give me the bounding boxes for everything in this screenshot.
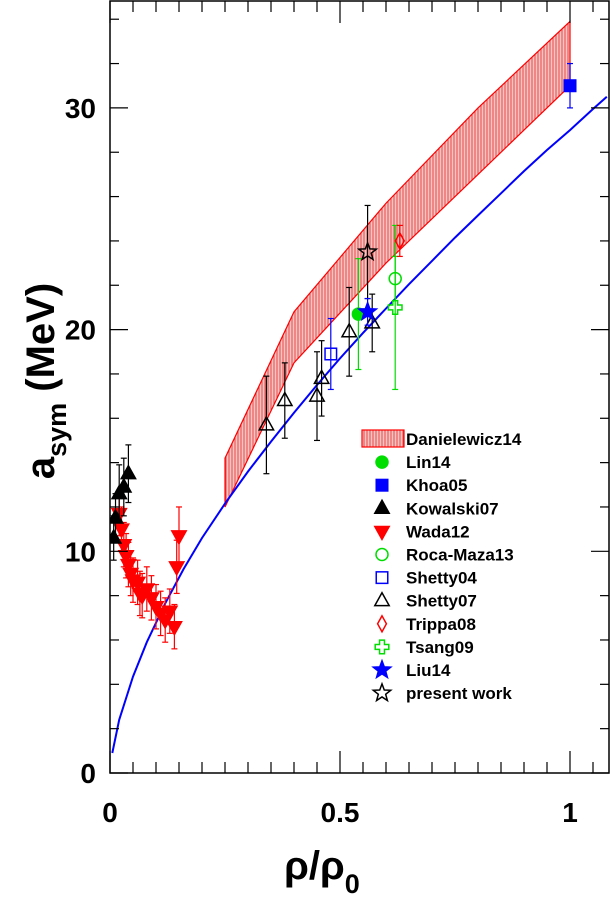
y-tick-label: 30 — [65, 93, 96, 124]
x-axis-title-main: ρ/ρ — [284, 844, 345, 888]
y-tick-label: 10 — [65, 536, 96, 567]
legend-swatch — [361, 429, 405, 448]
data-point — [113, 523, 130, 539]
x-tick-label: 0 — [102, 797, 118, 828]
legend-item: Shetty07 — [373, 591, 477, 611]
legend-label: Roca-Maza13 — [406, 546, 514, 565]
legend-item: Lin14 — [375, 453, 451, 472]
data-point — [138, 583, 156, 599]
data-point — [388, 271, 402, 286]
legend-label: Wada12 — [406, 522, 470, 541]
data-point — [313, 368, 331, 385]
legend-item: Liu14 — [371, 658, 451, 680]
legend-marker — [373, 498, 391, 515]
legend: Danielewicz14 Lin14 Khoa05 Kowalski07 Wada12… — [361, 429, 522, 703]
data-point — [308, 386, 326, 402]
y-tick-label: 0 — [80, 758, 96, 789]
legend-marker — [373, 591, 391, 607]
legend-marker — [371, 681, 393, 703]
series-shetty04 — [324, 317, 338, 391]
data-point — [165, 620, 183, 637]
x-tick-label: 1 — [562, 797, 578, 828]
data-point — [119, 558, 137, 575]
legend-item: Kowalski07 — [373, 498, 499, 518]
legend-marker — [375, 478, 389, 492]
data-point — [387, 299, 403, 315]
x-tick-label: 0.5 — [321, 797, 360, 828]
y-axis-title-units: (MeV) — [19, 283, 63, 403]
legend-label: Trippa08 — [406, 615, 476, 634]
data-point — [340, 322, 358, 338]
data-point — [563, 79, 577, 93]
data-point — [161, 605, 179, 621]
legend-item: Tsang09 — [374, 638, 474, 657]
legend-marker — [371, 658, 393, 680]
legend-label: Shetty04 — [406, 569, 477, 588]
y-axis-title-sub: sym — [42, 403, 72, 457]
legend-item: Roca-Maza13 — [375, 546, 514, 565]
x-axis-title-sub: 0 — [345, 869, 360, 899]
data-point — [257, 415, 275, 431]
legend-item: Trippa08 — [376, 614, 476, 634]
y-axis-title: asym (MeV) — [19, 283, 72, 479]
data-point — [356, 300, 379, 322]
data-point — [356, 240, 379, 262]
series-wada12 — [110, 490, 188, 650]
series-shetty07 — [257, 286, 381, 475]
data-point — [394, 231, 406, 251]
series-khoa05 — [563, 62, 577, 109]
legend-label: present work — [406, 684, 512, 703]
legend-marker — [375, 547, 389, 562]
legend-marker — [376, 614, 388, 634]
legend-item: Shetty04 — [375, 569, 477, 588]
fit-curve — [111, 96, 608, 754]
legend-item: Wada12 — [373, 522, 470, 541]
data-point — [115, 477, 133, 493]
legend-item: present work — [371, 681, 512, 703]
data-point — [119, 464, 137, 480]
data-point — [142, 592, 160, 608]
legend-label: Lin14 — [406, 453, 451, 472]
series-liu14 — [356, 297, 379, 326]
series-kowalski07 — [110, 444, 137, 561]
data-point — [363, 313, 381, 329]
series-tsang09 — [387, 224, 403, 391]
legend-marker — [373, 525, 391, 541]
x-axis-title: ρ/ρ0 — [284, 844, 360, 899]
series-trippa08 — [394, 224, 406, 258]
legend-marker — [374, 639, 390, 655]
legend-label: Kowalski07 — [406, 499, 499, 518]
legend-label: Liu14 — [406, 661, 451, 680]
legend-label: Danielewicz14 — [406, 430, 522, 449]
data-point — [276, 390, 294, 407]
legend-item: Danielewicz14 — [361, 429, 522, 449]
y-tick-label: 20 — [65, 315, 96, 346]
data-point — [170, 530, 188, 546]
y-axis-title-main: a — [19, 456, 63, 479]
data-point — [324, 347, 338, 361]
legend-marker — [375, 571, 389, 585]
plot-frame — [109, 0, 610, 774]
legend-label: Shetty07 — [406, 592, 477, 611]
legend-marker — [375, 455, 389, 469]
legend-label: Tsang09 — [406, 638, 474, 657]
legend-item: Khoa05 — [375, 476, 467, 495]
legend-label: Khoa05 — [406, 476, 467, 495]
